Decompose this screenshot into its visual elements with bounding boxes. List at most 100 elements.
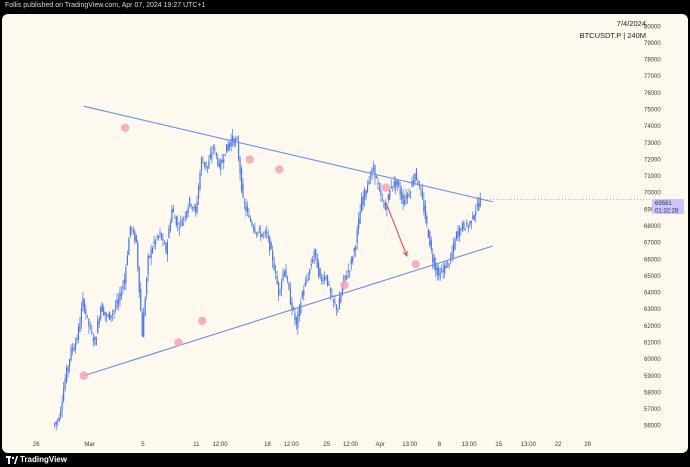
price-tick-label: 78000 — [644, 58, 661, 64]
candle-body — [242, 183, 244, 198]
price-tick-label: 56000 — [644, 424, 661, 430]
touch-marker — [198, 316, 207, 326]
candle-body — [473, 215, 475, 220]
candle-body — [276, 276, 278, 284]
candle-body — [178, 228, 180, 230]
candle-body — [323, 276, 326, 280]
candle-body — [184, 216, 186, 218]
candle-body — [168, 229, 170, 238]
footer-brand: TradingView — [20, 455, 67, 464]
time-tick-label: 5 — [141, 442, 145, 448]
candle-body — [117, 299, 120, 304]
candle-body — [88, 318, 90, 327]
time-tick-label: 18 — [264, 442, 271, 448]
time-tick-label: 26 — [33, 442, 40, 448]
candle-body — [193, 207, 195, 209]
projection-arrow-shaft — [385, 202, 408, 257]
candle-body — [429, 231, 431, 246]
candle-body — [427, 229, 429, 238]
candle-body — [77, 326, 80, 340]
candle-body — [208, 160, 210, 169]
candle-body — [325, 278, 327, 280]
touch-marker — [120, 123, 130, 133]
touch-marker — [245, 155, 254, 164]
candle-body — [420, 189, 422, 191]
candle-body — [353, 247, 355, 252]
candle-body — [358, 218, 360, 230]
candle-body — [55, 421, 57, 425]
candle-body — [60, 410, 62, 416]
price-tick-label: 61000 — [644, 340, 661, 346]
candle-body — [189, 197, 191, 205]
candle-body — [372, 167, 375, 169]
candle-body — [463, 222, 465, 229]
candle-body — [147, 255, 149, 275]
candle-body — [232, 135, 234, 142]
candle-body — [89, 326, 91, 328]
candle-body — [401, 191, 403, 200]
candle-body — [297, 313, 299, 328]
candle-body — [435, 262, 437, 271]
candle-body — [68, 359, 71, 367]
price-chart[interactable]: 56000 57000 58000 59000 60000 61000 62000 63000… — [2, 14, 688, 453]
candle-body — [187, 207, 189, 214]
candle-body — [246, 206, 249, 212]
candle-body — [417, 180, 419, 186]
chart-panel[interactable]: 56000 57000 58000 59000 60000 61000 62000 63000… — [2, 14, 688, 453]
candle-body — [457, 231, 459, 238]
time-tick-label: 22 — [555, 442, 562, 448]
candle-body — [83, 300, 85, 312]
candle-body — [237, 141, 240, 160]
candle-body — [338, 298, 340, 310]
price-tick-label: 63000 — [644, 307, 661, 313]
candle-body — [159, 232, 161, 234]
candle-body — [478, 203, 480, 211]
candle-body — [402, 194, 404, 205]
candle-body — [64, 378, 66, 390]
candle-body — [319, 268, 321, 278]
price-axis[interactable]: 56000 57000 58000 59000 60000 61000 62000 63000… — [644, 24, 661, 429]
candle-body — [215, 152, 217, 156]
candle-body — [128, 239, 130, 256]
candle-body — [171, 209, 173, 222]
candle-body — [197, 186, 200, 199]
candle-body — [126, 255, 128, 265]
candle-body — [249, 217, 252, 222]
candle-body — [411, 181, 413, 187]
candle-body — [153, 241, 155, 244]
candle-body — [203, 162, 206, 166]
candle-body — [279, 290, 281, 292]
candle-body — [355, 246, 357, 251]
price-tick-label: 68000 — [644, 224, 661, 230]
candle-body — [341, 285, 343, 295]
candle-body — [433, 257, 435, 268]
candle-body — [386, 207, 388, 211]
candle-body — [389, 189, 391, 200]
time-tick-label: 13:00 — [402, 442, 418, 448]
chart-symbol: BTCUSDT.P | 240M — [580, 31, 646, 40]
time-tick-label: 13:00 — [521, 442, 537, 448]
price-tick-label: 76000 — [644, 91, 661, 97]
candle-body — [470, 220, 472, 223]
candle-body — [236, 138, 238, 140]
price-tick-label: 79000 — [644, 41, 661, 47]
time-tick-label: 25 — [323, 442, 330, 448]
candle-body — [141, 312, 143, 337]
candle-body — [212, 146, 214, 149]
candle-body — [151, 248, 154, 253]
time-tick-label: 12:00 — [343, 442, 359, 448]
candle-body — [209, 154, 212, 159]
candle-body — [334, 301, 336, 304]
time-tick-label: 12:00 — [213, 442, 229, 448]
candle-body — [387, 194, 389, 200]
candle-body — [251, 221, 253, 226]
candle-body — [146, 278, 148, 295]
time-axis[interactable]: 26 Mar 5 11 12:00 18 12:00 25 12:00 Apr 13:00 8 13:0… — [33, 442, 592, 448]
candle-body — [103, 307, 105, 316]
candle-body — [442, 268, 444, 273]
candle-body — [291, 301, 293, 311]
candle-body — [143, 313, 145, 338]
candle-body — [245, 204, 247, 212]
price-tick-label: 64000 — [644, 291, 661, 297]
candle-body — [421, 191, 424, 199]
